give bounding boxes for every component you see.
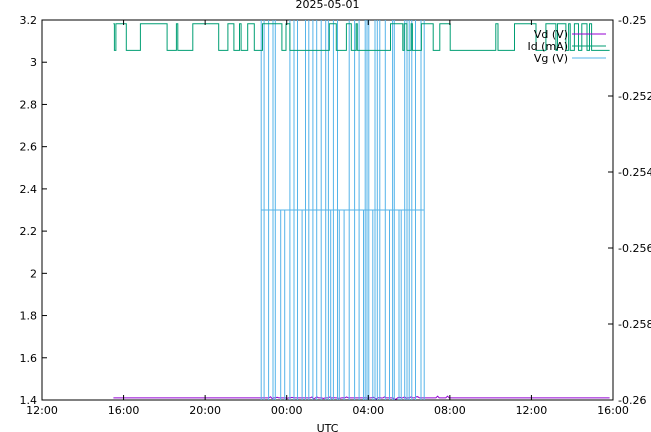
y2-tick-label: -0.256 <box>618 242 651 255</box>
y2-tick-label: -0.258 <box>618 318 651 331</box>
y-tick-label: 3.2 <box>20 14 38 27</box>
x-tick-label: 08:00 <box>434 404 466 417</box>
y-tick-label: 2.2 <box>20 225 38 238</box>
y-tick-label: 1.4 <box>20 394 38 407</box>
series-vd-line <box>113 395 610 400</box>
series-layer <box>113 20 610 400</box>
chart-title: 2025-05-01 <box>296 0 360 11</box>
x-axis-label: UTC <box>317 422 339 432</box>
y2-tick-label: -0.254 <box>618 166 651 179</box>
plot-frame <box>41 19 614 401</box>
legend: Vd (V)Id (mA)Vg (V) <box>527 28 606 65</box>
y-tick-label: 3 <box>30 56 37 69</box>
x-tick-label: 04:00 <box>352 404 384 417</box>
legend-label: Vg (V) <box>534 52 568 65</box>
y-tick-label: 2.8 <box>20 98 38 111</box>
x-tick-label: 16:00 <box>108 404 140 417</box>
x-tick-label: 12:00 <box>516 404 548 417</box>
y-tick-label: 2.4 <box>20 183 38 196</box>
y-tick-label: 1.6 <box>20 352 38 365</box>
series-id-line <box>113 23 610 51</box>
y-tick-label: 2 <box>30 267 37 280</box>
x-tick-label: 20:00 <box>189 404 221 417</box>
y-tick-label: 1.8 <box>20 310 38 323</box>
legend-label: Id (mA) <box>527 40 568 53</box>
x-tick-label: 00:00 <box>271 404 303 417</box>
y-tick-label: 2.6 <box>20 141 38 154</box>
y2-tick-label: -0.252 <box>618 90 651 103</box>
legend-label: Vd (V) <box>534 28 568 41</box>
x-tick-label: 12:00 <box>26 404 58 417</box>
x-tick-label: 16:00 <box>597 404 629 417</box>
y2-tick-label: -0.26 <box>618 394 646 407</box>
y2-tick-label: -0.25 <box>618 14 646 27</box>
axis-layer: 12:00 16:00 20:00 00:00 04:00 08:00 12:00 16:00… <box>20 14 651 417</box>
